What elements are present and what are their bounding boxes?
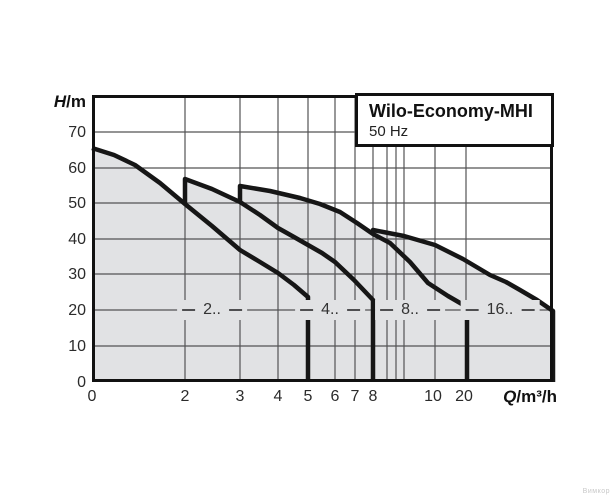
y-tick-label: 30 [68, 265, 86, 283]
label-dash [228, 309, 242, 311]
pump-field-svg [91, 95, 556, 382]
family-label-4: 4.. [295, 300, 365, 320]
y-tick-label: 70 [68, 123, 86, 141]
x-tick-label: 2 [180, 388, 190, 405]
pump-curve-8 [237, 183, 470, 382]
pump-curve-16 [370, 227, 556, 382]
label-dash [426, 309, 440, 311]
label-dash [300, 309, 314, 311]
pump-curve-4 [182, 176, 376, 382]
y-tick-label: 10 [68, 337, 86, 355]
shaded-operating-field [92, 148, 553, 382]
label-dash [346, 309, 360, 311]
x-tick-label: 6 [330, 388, 340, 405]
pump-curve-2 [91, 145, 311, 382]
y-axis-unit: /m [66, 92, 86, 111]
label-dash [521, 309, 535, 311]
family-label-8: 8.. [375, 300, 445, 320]
y-tick-label: 60 [68, 159, 86, 177]
chart-title: Wilo-Economy-MHI [369, 101, 533, 121]
x-tick-label: 20 [455, 388, 473, 405]
chart-subtitle: 50 Hz [369, 123, 409, 140]
y-axis-symbol: H [53, 92, 67, 111]
watermark-text: Вимкор [582, 488, 610, 495]
y-tick-label: 0 [77, 373, 86, 391]
family-label-text: 2.. [203, 301, 221, 318]
x-tick-label: 8 [368, 388, 378, 405]
family-label-text: 16.. [486, 301, 514, 318]
label-dash [182, 309, 196, 311]
family-label-2: 2.. [177, 300, 247, 320]
x-tick-label: 4 [273, 388, 283, 405]
y-tick-label: 40 [68, 230, 86, 248]
x-axis-unit: /m³/h [516, 387, 557, 406]
chart-title-box: Wilo-Economy-MHI 50 Hz [355, 93, 554, 147]
x-tick-label: 5 [303, 388, 313, 405]
y-axis-title: H/m [36, 92, 86, 112]
plot-border [92, 95, 553, 382]
x-tick-label: 3 [235, 388, 245, 405]
label-dash [380, 309, 394, 311]
x-axis-title: Q/m³/h [478, 387, 557, 407]
label-dash [465, 309, 479, 311]
y-tick-label: 50 [68, 194, 86, 212]
x-tick-label: 10 [424, 388, 442, 405]
x-axis-symbol: Q [503, 387, 517, 406]
family-label-16: 16.. [460, 300, 540, 320]
x-tick-label: 7 [350, 388, 360, 405]
plot-area [91, 95, 556, 382]
family-label-text: 4.. [321, 301, 339, 318]
y-tick-label: 20 [68, 301, 86, 319]
x-tick-label: 0 [87, 388, 97, 405]
family-label-text: 8.. [401, 301, 419, 318]
